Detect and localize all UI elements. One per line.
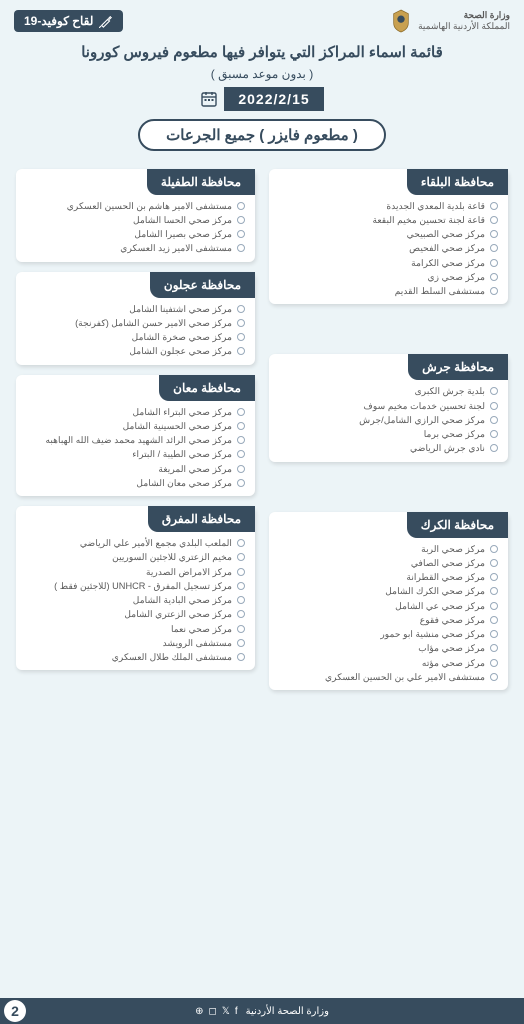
list-item: لجنة تحسين خدمات مخيم سوف xyxy=(279,399,498,413)
card-header: محافظة جرش xyxy=(408,354,508,380)
governorate-card: محافظة جرش بلدية جرش الكبرىلجنة تحسين خدم… xyxy=(269,354,508,461)
ministry-block: وزارة الصحة المملكة الأردنية الهاشمية xyxy=(390,8,510,34)
footer-text: وزارة الصحة الأردنية xyxy=(246,1006,329,1017)
center-list: قاعة بلدية المعدي الجديدةقاعة لجنة تحسين… xyxy=(269,199,508,299)
left-column: محافظة الطفيلة مستشفى الامير هاشم بن الحس… xyxy=(16,169,255,691)
card-header: محافظة المفرق xyxy=(148,506,255,532)
governorate-card: محافظة الطفيلة مستشفى الامير هاشم بن الحس… xyxy=(16,169,255,262)
list-item: مركز صحي الحسينية الشامل xyxy=(26,419,245,433)
list-item: قاعة بلدية المعدي الجديدة xyxy=(279,199,498,213)
list-item: مركز صحي الصبيحي xyxy=(279,227,498,241)
list-item: مستشفى الامير هاشم بن الحسين العسكري xyxy=(26,199,245,213)
governorate-card: محافظة الكرك مركز صحي الربةمركز صحي الصاف… xyxy=(269,512,508,691)
list-item: مركز صحي الحسا الشامل xyxy=(26,213,245,227)
facebook-icon: f xyxy=(235,1006,238,1017)
footer-social-icons: f 𝕏 ◻ ⊕ xyxy=(195,1006,238,1017)
list-item: مركز صحي الزعتري الشامل xyxy=(26,607,245,621)
list-item: مستشفى الامير زيد العسكري xyxy=(26,241,245,255)
list-item: مركز صحي الصافي xyxy=(279,556,498,570)
center-list: مركز صحي اشتفينا الشاملمركز صحي الامير ح… xyxy=(16,302,255,359)
governorate-card: محافظة المفرق الملعب البلدي مجمع الأمير ع… xyxy=(16,506,255,670)
list-item: مركز صحي عي الشامل xyxy=(279,599,498,613)
governorate-card: محافظة عجلونمركز صحي اشتفينا الشاملمركز … xyxy=(16,272,255,365)
center-list: مركز صحي البتراء الشاملمركز صحي الحسينية… xyxy=(16,405,255,491)
list-item: مخيم الزعتري للاجئين السوريين xyxy=(26,550,245,564)
list-item: مركز صحي صخرة الشامل xyxy=(26,330,245,344)
list-item: مركز صحي منشية ابو حمور xyxy=(279,627,498,641)
list-item: مركز صحي البادية الشامل xyxy=(26,593,245,607)
topbar: وزارة الصحة المملكة الأردنية الهاشمية لق… xyxy=(0,0,524,40)
list-item: مركز صحي الفحيص xyxy=(279,241,498,255)
vaccine-type-pill: ( مطعوم فايزر ) جميع الجرعات xyxy=(138,119,386,151)
list-item: قاعة لجنة تحسين مخيم البقعة xyxy=(279,213,498,227)
card-header: محافظة الطفيلة xyxy=(147,169,255,195)
vaccine-tag-label: لقاح كوفيد-19 xyxy=(24,14,93,28)
center-list: بلدية جرش الكبرىلجنة تحسين خدمات مخيم سو… xyxy=(269,384,508,455)
list-item: مركز الامراض الصدرية xyxy=(26,565,245,579)
list-item: مركز صحي الربة xyxy=(279,542,498,556)
list-item: مركز صحي الرازي الشامل/جرش xyxy=(279,413,498,427)
footer: وزارة الصحة الأردنية f 𝕏 ◻ ⊕ 2 xyxy=(0,998,524,1024)
center-list: مستشفى الامير هاشم بن الحسين العسكريمركز… xyxy=(16,199,255,256)
card-header: محافظة معان xyxy=(159,375,255,401)
list-item: مركز صحي زي xyxy=(279,270,498,284)
list-item: مركز صحي الرائد الشهيد محمد ضيف الله اله… xyxy=(26,433,245,447)
list-item: مستشفى الرويشد xyxy=(26,636,245,650)
calendar-icon xyxy=(200,90,218,108)
list-item: مركز صحي مؤاب xyxy=(279,641,498,655)
list-item: مركز صحي الطيبة / البتراء xyxy=(26,447,245,461)
ministry-line1: وزارة الصحة xyxy=(418,10,510,21)
list-item: مركز صحي مؤته xyxy=(279,656,498,670)
twitter-icon: 𝕏 xyxy=(222,1006,230,1017)
list-item: مركز صحي فقوع xyxy=(279,613,498,627)
vaccine-tag: لقاح كوفيد-19 xyxy=(14,10,123,32)
card-header: محافظة عجلون xyxy=(150,272,255,298)
columns: محافظة البلقاء قاعة بلدية المعدي الجديدةق… xyxy=(0,157,524,691)
syringe-icon xyxy=(99,14,113,28)
list-item: مركز صحي الكرك الشامل xyxy=(279,584,498,598)
web-icon: ⊕ xyxy=(195,1006,203,1017)
page-title: قائمة اسماء المراكز التي يتوافر فيها مطع… xyxy=(14,42,510,65)
list-item: بلدية جرش الكبرى xyxy=(279,384,498,398)
list-item: نادي جرش الرياضي xyxy=(279,441,498,455)
coat-of-arms-icon xyxy=(390,8,412,34)
list-item: مستشفى الامير علي بن الحسين العسكري xyxy=(279,670,498,684)
card-header: محافظة الكرك xyxy=(407,512,508,538)
instagram-icon: ◻ xyxy=(208,1006,216,1017)
list-item: مركز صحي اشتفينا الشامل xyxy=(26,302,245,316)
list-item: مركز تسجيل المفرق - UNHCR (للاجئين فقط ) xyxy=(26,579,245,593)
list-item: مركز صحي بصيرا الشامل xyxy=(26,227,245,241)
governorate-card: محافظة معانمركز صحي البتراء الشاملمركز ص… xyxy=(16,375,255,497)
list-item: مركز صحي البتراء الشامل xyxy=(26,405,245,419)
governorate-card: محافظة البلقاء قاعة بلدية المعدي الجديدةق… xyxy=(269,169,508,305)
right-column: محافظة البلقاء قاعة بلدية المعدي الجديدةق… xyxy=(269,169,508,691)
list-item: مركز صحي القطرانة xyxy=(279,570,498,584)
list-item: مركز صحي نعما xyxy=(26,622,245,636)
page-number: 2 xyxy=(4,1000,26,1022)
list-item: مركز صحي المريغة xyxy=(26,462,245,476)
center-list: مركز صحي الربةمركز صحي الصافيمركز صحي ال… xyxy=(269,542,508,685)
page-subtitle: ( بدون موعد مسبق ) xyxy=(14,67,510,81)
ministry-line2: المملكة الأردنية الهاشمية xyxy=(418,21,510,32)
date-badge: 2022/2/15 xyxy=(224,87,323,111)
card-header: محافظة البلقاء xyxy=(407,169,508,195)
list-item: مركز صحي برما xyxy=(279,427,498,441)
list-item: مركز صحي الكرامة xyxy=(279,256,498,270)
list-item: مركز صحي معان الشامل xyxy=(26,476,245,490)
title-block: قائمة اسماء المراكز التي يتوافر فيها مطع… xyxy=(0,40,524,157)
center-list: الملعب البلدي مجمع الأمير علي الرياضيمخي… xyxy=(16,536,255,664)
list-item: الملعب البلدي مجمع الأمير علي الرياضي xyxy=(26,536,245,550)
list-item: مركز صحي عجلون الشامل xyxy=(26,344,245,358)
list-item: مستشفى الملك طلال العسكري xyxy=(26,650,245,664)
list-item: مستشفى السلط القديم xyxy=(279,284,498,298)
list-item: مركز صحي الامير حسن الشامل (كفرنجة) xyxy=(26,316,245,330)
